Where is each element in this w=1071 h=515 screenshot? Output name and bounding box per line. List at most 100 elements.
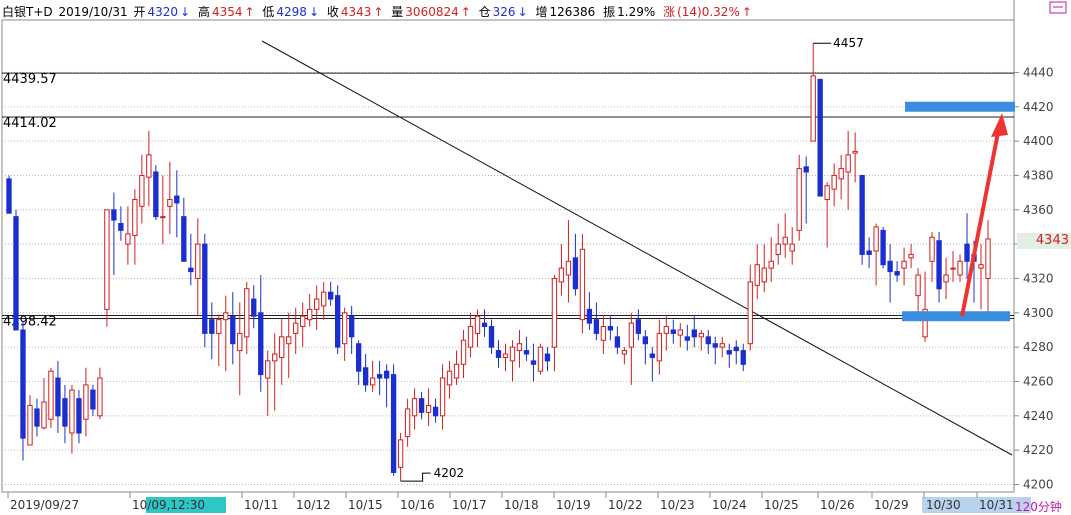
candle-up — [810, 75, 816, 142]
candle-up — [978, 264, 984, 269]
y-tick-label: 4220 — [1023, 443, 1054, 457]
y-tick-label: 4240 — [1023, 409, 1054, 423]
candle-down — [712, 343, 718, 348]
level-label: 4439.57 — [3, 72, 57, 87]
candle-down — [586, 308, 593, 324]
candle-up — [985, 238, 991, 279]
oi-change-quote: 增 126386 — [535, 5, 596, 19]
candle-down — [481, 322, 488, 328]
candle-up — [509, 346, 516, 362]
candle-up — [873, 226, 879, 252]
x-tick-label: 10/30 — [926, 498, 961, 512]
candle-down — [544, 353, 551, 362]
candle-up — [600, 326, 607, 341]
candle-down — [174, 195, 180, 204]
candle-down — [118, 223, 124, 231]
candle-up — [719, 343, 725, 348]
candle-down — [803, 166, 809, 173]
instrument-name: 白银T+D — [2, 5, 53, 19]
x-tick-label: 10/19 — [556, 498, 591, 512]
candle-up — [782, 236, 788, 245]
x-tick-label: 10/12 — [296, 498, 331, 512]
candle-down — [635, 319, 642, 334]
candle-up — [922, 308, 928, 338]
candle-up — [901, 260, 907, 269]
candle-up — [551, 277, 558, 348]
candle-down — [90, 389, 96, 410]
y-tick-label: 4440 — [1023, 65, 1054, 79]
candle-up — [558, 267, 565, 283]
candle-up — [314, 298, 320, 310]
candle-down — [523, 350, 530, 355]
candle-down — [670, 329, 676, 334]
candle-down — [209, 319, 215, 334]
candle-up — [621, 350, 628, 355]
candle-up — [656, 332, 663, 362]
candle-up — [943, 274, 949, 283]
y-tick-label: 4280 — [1023, 340, 1054, 354]
quote-date: 2019/10/31 — [58, 5, 128, 19]
candle-down — [383, 370, 390, 379]
candle-up — [565, 260, 572, 276]
candle-down — [334, 295, 341, 348]
candle-down — [684, 336, 690, 341]
candle-up — [139, 174, 145, 207]
period-selector[interactable]: 120分钟 — [1015, 500, 1062, 514]
candle-down — [432, 406, 439, 417]
candle-down — [572, 257, 579, 290]
low-annotation-label: 4202 — [434, 466, 465, 480]
candle-up — [369, 377, 376, 386]
low-quote: 低 4298 ↓ — [262, 5, 319, 19]
candle-up — [516, 343, 523, 352]
candle-up — [167, 198, 173, 207]
x-tick-label: 10/22 — [608, 498, 643, 512]
low-annotation-line — [400, 472, 431, 482]
candle-down — [153, 171, 159, 218]
candle-down — [328, 291, 334, 300]
candle-up — [852, 150, 858, 154]
candle-up — [502, 353, 509, 358]
candle-up — [125, 233, 131, 245]
candle-up — [265, 360, 271, 379]
candle-up — [838, 168, 844, 180]
candle-up — [754, 264, 760, 286]
candle-up — [474, 315, 481, 334]
y-tick-label: 4260 — [1023, 374, 1054, 388]
candle-up — [796, 168, 802, 231]
candle-up — [908, 253, 914, 259]
candle-down — [55, 377, 61, 417]
candle-down — [740, 350, 746, 365]
candle-down — [642, 336, 649, 345]
y-tick-label: 4360 — [1023, 203, 1054, 217]
candle-up — [83, 384, 89, 420]
candle-down — [362, 367, 369, 386]
candle-up — [104, 209, 110, 310]
window-toggle-icon[interactable] — [1049, 1, 1067, 15]
candle-up — [957, 260, 963, 276]
x-tick-label: 10/15 — [348, 498, 383, 512]
candle-up — [237, 332, 243, 352]
candle-up — [132, 198, 138, 237]
candle-down — [887, 260, 893, 273]
level-label: 4414.02 — [3, 116, 57, 131]
resistance-highlight — [905, 101, 1015, 112]
x-tick-label: 10/16 — [400, 498, 435, 512]
candle-down — [181, 216, 187, 262]
candle-up — [321, 291, 327, 307]
high-quote: 高 4354 ↑ — [197, 5, 255, 19]
y-tick-label: 4380 — [1023, 168, 1054, 182]
candle-down — [76, 398, 82, 434]
candle-down — [495, 350, 502, 358]
x-label-highlight — [922, 497, 978, 513]
forecast-arrow-head — [991, 113, 1008, 138]
x-tick-label: 10/26 — [820, 498, 855, 512]
candle-up — [831, 174, 837, 190]
x-tick-label: 10/18 — [504, 498, 539, 512]
candle-up — [223, 312, 229, 321]
candle-up — [579, 248, 586, 321]
x-tick-label: 10/24 — [712, 498, 747, 512]
candle-down — [34, 408, 40, 427]
candle-up — [824, 185, 830, 200]
candle-down — [726, 350, 732, 355]
